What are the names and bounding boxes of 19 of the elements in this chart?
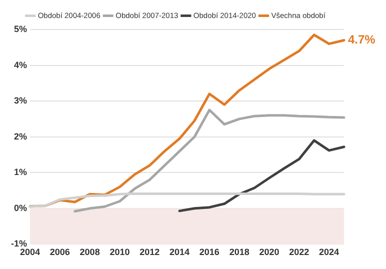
y-tick-label: 4% — [14, 60, 28, 70]
y-tick-label: -1% — [10, 238, 28, 249]
x-tick-label: 2004 — [20, 247, 40, 258]
y-tick-label: 5% — [14, 24, 28, 34]
x-tick-label: 2022 — [289, 247, 310, 258]
x-tick-label: 2020 — [259, 247, 280, 258]
y-tick-label: 2% — [14, 131, 28, 142]
x-tick-label: 2008 — [80, 247, 100, 258]
x-tick-label: 2018 — [229, 247, 250, 258]
y-tick-label: 1% — [14, 167, 28, 178]
x-tick-label: 2006 — [50, 247, 70, 258]
x-tick-label: 2014 — [170, 247, 190, 258]
y-tick-label: 3% — [14, 96, 28, 106]
x-tick-label: 2010 — [110, 247, 130, 258]
x-tick-label: 2016 — [199, 247, 220, 258]
y-tick-label: 0% — [14, 202, 28, 213]
x-tick-label: 2012 — [140, 247, 160, 258]
x-tick-label: 2024 — [319, 247, 340, 258]
annotation: 4.7% — [348, 32, 376, 47]
